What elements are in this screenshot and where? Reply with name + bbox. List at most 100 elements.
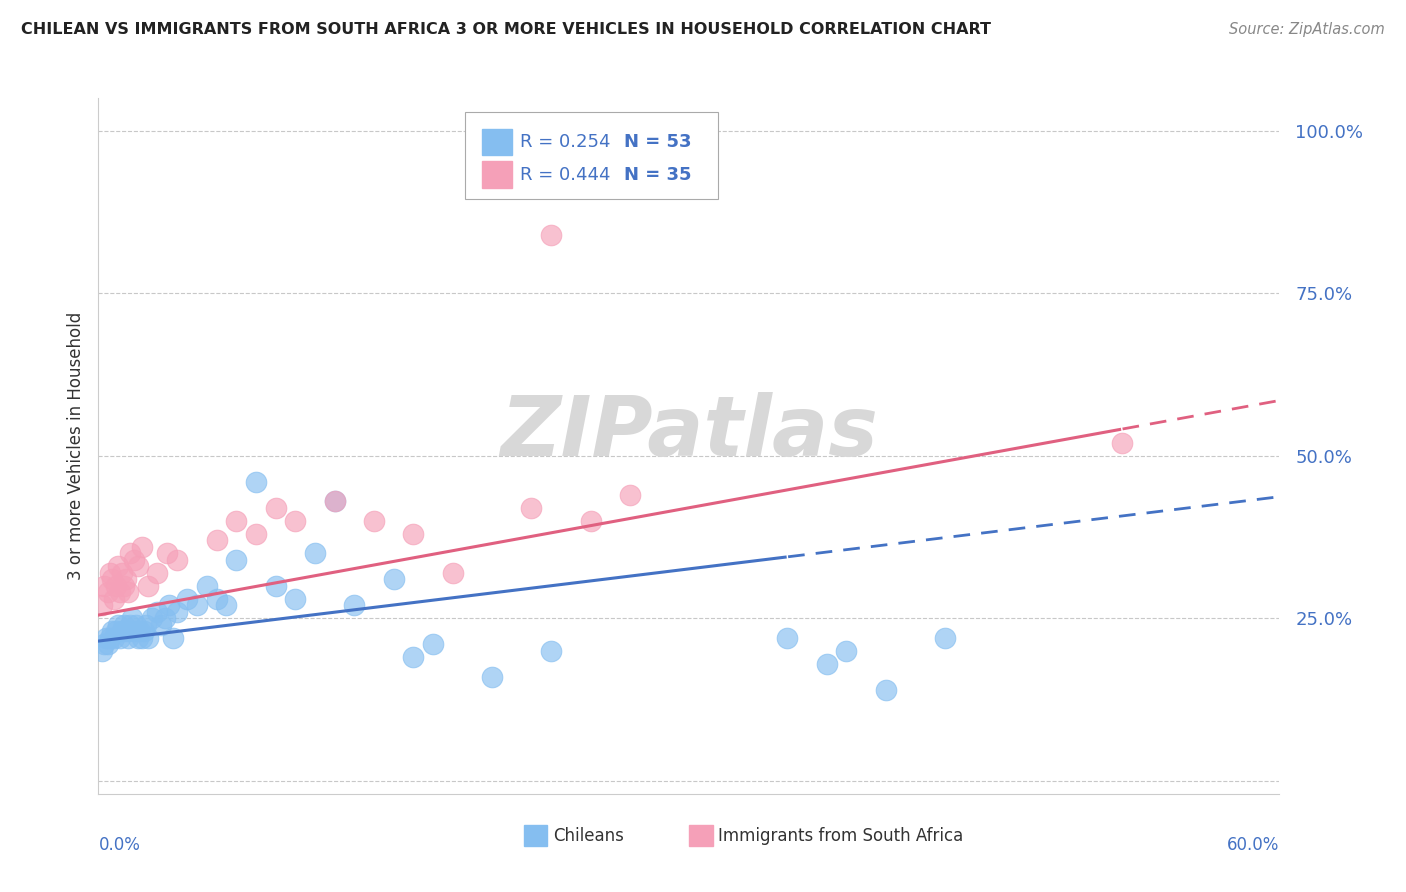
- Point: [363, 514, 385, 528]
- Point: [128, 624, 150, 639]
- Bar: [482, 128, 512, 155]
- Point: [540, 227, 562, 242]
- Point: [422, 637, 444, 651]
- Point: [118, 546, 141, 560]
- Bar: [689, 825, 713, 846]
- Point: [155, 611, 177, 625]
- Point: [166, 553, 188, 567]
- Text: N = 53: N = 53: [624, 133, 692, 151]
- Point: [481, 670, 503, 684]
- Point: [540, 644, 562, 658]
- Point: [579, 514, 602, 528]
- Point: [815, 657, 838, 671]
- Point: [96, 631, 118, 645]
- Point: [97, 585, 120, 599]
- Point: [107, 617, 129, 632]
- Point: [205, 591, 228, 606]
- Point: [97, 637, 120, 651]
- Point: [225, 514, 247, 528]
- Point: [111, 566, 134, 580]
- Point: [136, 579, 159, 593]
- Point: [122, 624, 145, 639]
- Point: [132, 624, 155, 639]
- Point: [176, 591, 198, 606]
- Point: [382, 572, 405, 586]
- Point: [245, 526, 267, 541]
- Point: [156, 546, 179, 560]
- Text: 0.0%: 0.0%: [98, 836, 141, 854]
- Text: N = 35: N = 35: [624, 166, 692, 184]
- Point: [225, 553, 247, 567]
- Text: Chileans: Chileans: [553, 827, 624, 845]
- Point: [343, 599, 366, 613]
- Point: [186, 599, 208, 613]
- Point: [284, 591, 307, 606]
- Point: [115, 624, 138, 639]
- Point: [166, 605, 188, 619]
- Text: R = 0.444: R = 0.444: [520, 166, 610, 184]
- Point: [323, 494, 346, 508]
- Point: [105, 579, 128, 593]
- Point: [131, 631, 153, 645]
- Point: [127, 631, 149, 645]
- Text: CHILEAN VS IMMIGRANTS FROM SOUTH AFRICA 3 OR MORE VEHICLES IN HOUSEHOLD CORRELAT: CHILEAN VS IMMIGRANTS FROM SOUTH AFRICA …: [21, 22, 991, 37]
- Point: [323, 494, 346, 508]
- Point: [101, 572, 124, 586]
- Point: [125, 617, 148, 632]
- Text: ZIPatlas: ZIPatlas: [501, 392, 877, 473]
- Point: [146, 605, 169, 619]
- Point: [103, 591, 125, 606]
- Point: [108, 631, 131, 645]
- Bar: [523, 825, 547, 846]
- Point: [115, 572, 138, 586]
- Point: [98, 631, 121, 645]
- Point: [875, 682, 897, 697]
- Point: [215, 599, 238, 613]
- Point: [136, 631, 159, 645]
- Point: [91, 599, 114, 613]
- Point: [245, 475, 267, 489]
- Point: [93, 579, 115, 593]
- Point: [108, 585, 131, 599]
- Point: [93, 637, 115, 651]
- Point: [112, 617, 135, 632]
- Point: [619, 488, 641, 502]
- Point: [146, 566, 169, 580]
- Point: [127, 559, 149, 574]
- Point: [117, 585, 139, 599]
- Point: [1111, 435, 1133, 450]
- Point: [205, 533, 228, 548]
- Point: [103, 631, 125, 645]
- Point: [135, 617, 157, 632]
- Point: [195, 579, 218, 593]
- Point: [776, 631, 799, 645]
- Point: [121, 611, 143, 625]
- Point: [162, 631, 184, 645]
- Point: [141, 611, 163, 625]
- Point: [304, 546, 326, 560]
- Point: [264, 579, 287, 593]
- Point: [264, 500, 287, 515]
- Point: [107, 559, 129, 574]
- Point: [111, 624, 134, 639]
- Point: [118, 617, 141, 632]
- Point: [117, 631, 139, 645]
- FancyBboxPatch shape: [464, 112, 718, 199]
- Point: [402, 650, 425, 665]
- Bar: [482, 161, 512, 188]
- Point: [131, 540, 153, 554]
- Point: [105, 624, 128, 639]
- Text: Immigrants from South Africa: Immigrants from South Africa: [718, 827, 963, 845]
- Point: [91, 644, 114, 658]
- Text: 60.0%: 60.0%: [1227, 836, 1279, 854]
- Point: [122, 553, 145, 567]
- Text: Source: ZipAtlas.com: Source: ZipAtlas.com: [1229, 22, 1385, 37]
- Point: [150, 617, 173, 632]
- Point: [112, 579, 135, 593]
- Point: [835, 644, 858, 658]
- Text: R = 0.254: R = 0.254: [520, 133, 610, 151]
- Point: [284, 514, 307, 528]
- Point: [98, 566, 121, 580]
- Point: [402, 526, 425, 541]
- Point: [157, 599, 180, 613]
